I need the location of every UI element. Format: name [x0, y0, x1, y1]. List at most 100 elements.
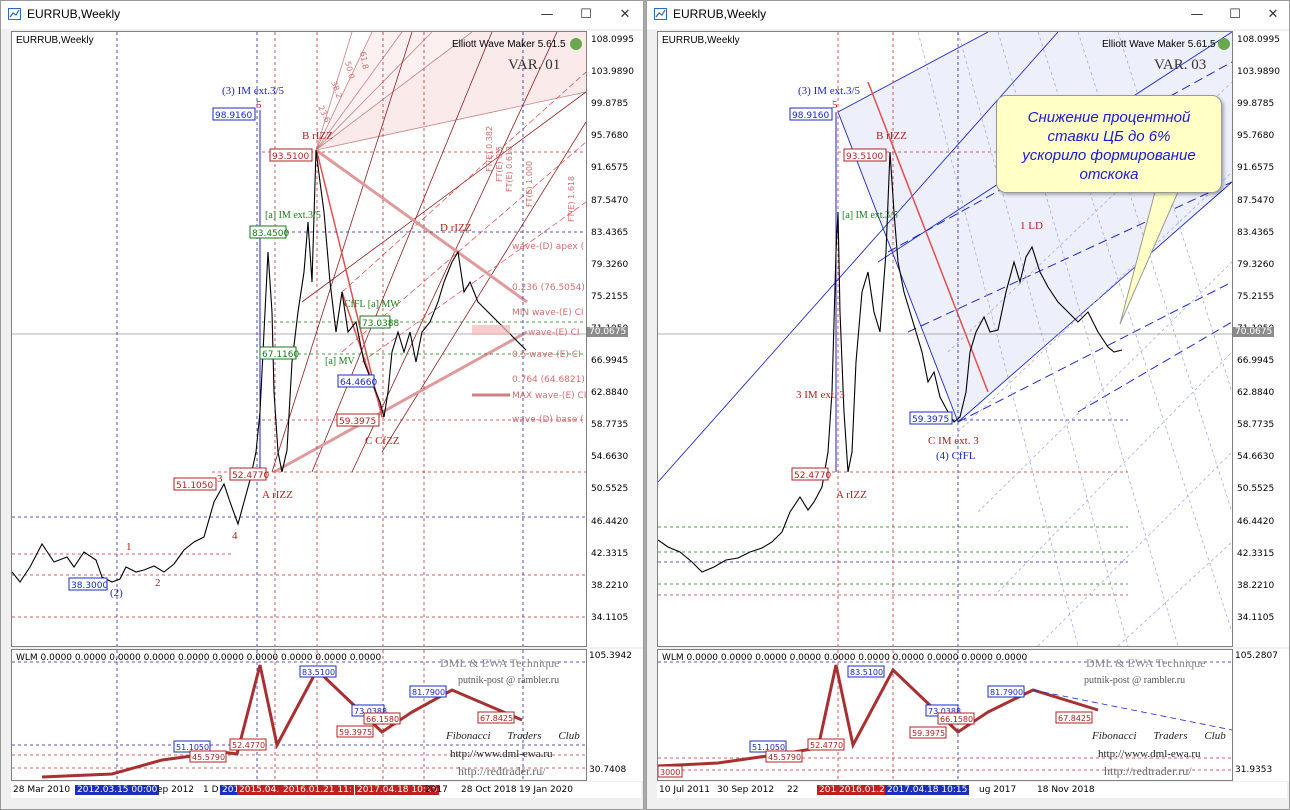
- ewm-icon[interactable]: [1218, 38, 1230, 50]
- window-title: EURRUB,Weekly: [27, 7, 121, 21]
- current-price-tag: 70.0675: [587, 327, 629, 337]
- price-box-64: 64.4660: [340, 378, 377, 388]
- minimize-button[interactable]: —: [540, 7, 554, 22]
- ind-box-6: 59.3975: [912, 729, 945, 738]
- ind-box-1: 83.5100: [302, 668, 335, 677]
- price-tick: 42.3315: [1237, 548, 1275, 559]
- wave-label-c: C CfZZ: [365, 435, 400, 447]
- technique-label: DML & EWA Technique: [440, 656, 560, 670]
- wave-label-1: 1: [126, 541, 132, 553]
- date-tick: 18 Nov 2018: [1037, 785, 1095, 795]
- ind-box-9: 45.5790: [768, 753, 801, 762]
- indicator-axis: 105.2807 31.9353: [1233, 649, 1289, 781]
- close-button[interactable]: ✕: [619, 7, 631, 22]
- wlm-indicator-panel[interactable]: 83.5100 81.7900 73.0388 66.1580 67.8425 …: [11, 649, 587, 781]
- price-tick: 83.4365: [1237, 227, 1275, 238]
- date-tick: ug 2017: [979, 785, 1017, 795]
- ind-box-6: 59.3975: [339, 728, 372, 737]
- fib-label-5: 0.764 (64.6821): [512, 375, 585, 385]
- price-tick: 99.8785: [591, 99, 629, 110]
- wave-label-2: 2: [155, 577, 161, 589]
- variant-label: VAR. 03: [1154, 57, 1207, 73]
- ewm-version: Elliott Wave Maker 5.61.5: [1102, 39, 1216, 50]
- wlm-indicator-panel[interactable]: 83.5100 81.7900 73.0388 66.1580 67.8425 …: [657, 649, 1233, 781]
- maximize-button[interactable]: ☐: [1229, 7, 1241, 22]
- price-tick: 95.7680: [1237, 131, 1275, 142]
- left-titlebar[interactable]: EURRUB,Weekly — ☐ ✕: [1, 1, 643, 29]
- wave-label-3: 3: [217, 473, 223, 485]
- price-axis[interactable]: 108.0995 103.9890 99.8785 95.7680 91.6575 87.…: [1233, 31, 1289, 647]
- wave-label-a: A rIZZ: [262, 489, 293, 501]
- maximize-button[interactable]: ☐: [580, 7, 592, 22]
- wave-label-aim: [a] IM ext.3/5: [265, 210, 321, 221]
- right-titlebar[interactable]: EURRUB,Weekly — ☐ ✕: [647, 1, 1289, 29]
- price-box-52: 52.4770: [794, 471, 831, 481]
- site-link-1[interactable]: http://www.dml-ewa.ru: [1098, 748, 1201, 760]
- price-box-59: 59.3975: [339, 417, 376, 427]
- price-tick: 46.4420: [591, 516, 629, 527]
- date-tick: 2017.04.18 10:15: [355, 785, 440, 795]
- ind-box-8: 51.1050: [176, 743, 209, 752]
- wave-label-c: C IM ext. 3: [928, 435, 979, 447]
- price-tick: 50.5525: [591, 484, 629, 495]
- ind-box-4: 66.1580: [366, 715, 399, 724]
- price-tick: 66.9945: [591, 356, 629, 366]
- price-tick: 108.0995: [591, 35, 634, 45]
- date-tick: 22: [787, 785, 799, 795]
- site-link-2[interactable]: http://redtrader.ru/: [458, 764, 546, 778]
- date-tick: 10 Jul 2011: [659, 785, 710, 795]
- fib-label-2: MIN wave-(E) CI: [512, 308, 584, 318]
- fan-label-6: FT(E) 0.618: [505, 146, 514, 192]
- fan-label-1: 50.0: [343, 60, 356, 79]
- price-box-98: 98.9160: [792, 111, 829, 121]
- fan-label-5: FT(E) 0.5: [495, 146, 504, 182]
- ewm-icon[interactable]: [570, 38, 582, 50]
- wave-label-d: D rIZZ: [440, 222, 472, 234]
- fib-label-4: 0.5 wave-(E) CI: [512, 350, 581, 360]
- chart-symbol: EURRUB,Weekly: [662, 35, 740, 46]
- price-tick: 50.5525: [1237, 484, 1275, 495]
- price-box-93: 93.5100: [846, 152, 883, 162]
- ewm-version: Elliott Wave Maker 5.61.5: [452, 39, 566, 50]
- ind-box-1: 83.5100: [850, 668, 883, 677]
- ind-box-7: 52.4770: [232, 741, 265, 750]
- price-axis[interactable]: 108.0995 103.9890 99.8785 95.7680 91.6575 87.…: [587, 31, 643, 647]
- price-box-38: 38.3000: [71, 581, 108, 591]
- minimize-button[interactable]: —: [1190, 7, 1204, 22]
- price-tick: 95.7680: [591, 131, 629, 142]
- price-tick: 62.8840: [591, 388, 629, 399]
- indicator-title: WLM 0.0000 0.0000 0.0000 0.0000 0.0000 0…: [16, 653, 382, 663]
- fan-label-4: FT(E) 0.382: [485, 126, 494, 172]
- price-tick: 58.7735: [1237, 420, 1275, 431]
- price-tick: 54.6630: [1237, 452, 1275, 463]
- club-label: Fibonacci Traders Club: [1092, 730, 1226, 742]
- site-link-1[interactable]: http://www.dml-ewa.ru: [450, 748, 553, 760]
- wave-label-ld: 1 LD: [1020, 220, 1043, 232]
- wave-label-4: 4: [232, 530, 238, 542]
- price-box-59: 59.3975: [912, 415, 949, 425]
- site-link-2[interactable]: http://redtrader.ru/: [1104, 764, 1192, 778]
- price-tick: 79.3260: [1237, 259, 1275, 270]
- price-box-67: 67.1160: [262, 350, 299, 360]
- date-tick: 28 Mar 2010: [13, 785, 71, 795]
- window-title: EURRUB,Weekly: [673, 7, 767, 21]
- current-price-tag: 70.0675: [1233, 327, 1275, 337]
- price-tick: 79.3260: [591, 259, 629, 270]
- time-axis[interactable]: 28 Mar 2010 2012.03.15 00:00 ep 2012 1 D 201…: [11, 782, 641, 798]
- left-chart-window[interactable]: EURRUB,Weekly — ☐ ✕: [0, 0, 644, 810]
- price-box-52: 52.4770: [232, 471, 269, 481]
- ind-box-10: 3000: [660, 768, 680, 777]
- fib-label-7: wave-(D) base (: [512, 415, 584, 425]
- date-tick: 2012.03.15 00:00: [75, 785, 160, 795]
- close-button[interactable]: ✕: [1267, 7, 1279, 22]
- date-tick: 19 Jan 2020: [519, 785, 573, 795]
- main-price-chart[interactable]: (3) IM ext.3/5 5 B rIZZ D rIZZ A rIZZ C …: [11, 31, 587, 647]
- variant-label: VAR. 01: [508, 57, 561, 73]
- date-tick: 2016.01.21 11:: [837, 785, 910, 795]
- price-box-73: 73.0388: [362, 319, 399, 329]
- ind-box-5: 67.8425: [1058, 714, 1091, 723]
- ind-box-9: 45.5790: [192, 753, 225, 762]
- date-tick: 1 D: [203, 785, 219, 795]
- indicator-axis: 105.3942 30.7408: [587, 649, 643, 781]
